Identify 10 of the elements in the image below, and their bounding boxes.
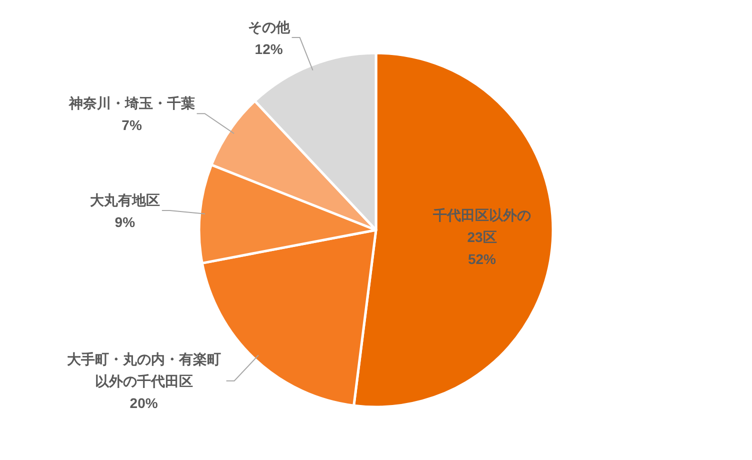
data-label: 9%	[114, 212, 136, 232]
slice-label: 大手町・丸の内・有楽町以外の千代田区	[66, 350, 222, 391]
data-label: 20%	[128, 394, 159, 413]
slice-label: その他	[248, 18, 290, 37]
data-label: 52%	[466, 250, 497, 269]
slice-label: 千代田区以外の23区	[432, 206, 532, 247]
slice-label: 大丸有地区	[90, 190, 160, 210]
slice-label: 神奈川・埼玉・千葉	[68, 94, 195, 113]
data-label: 7%	[120, 116, 143, 135]
data-label: 12%	[254, 40, 284, 59]
